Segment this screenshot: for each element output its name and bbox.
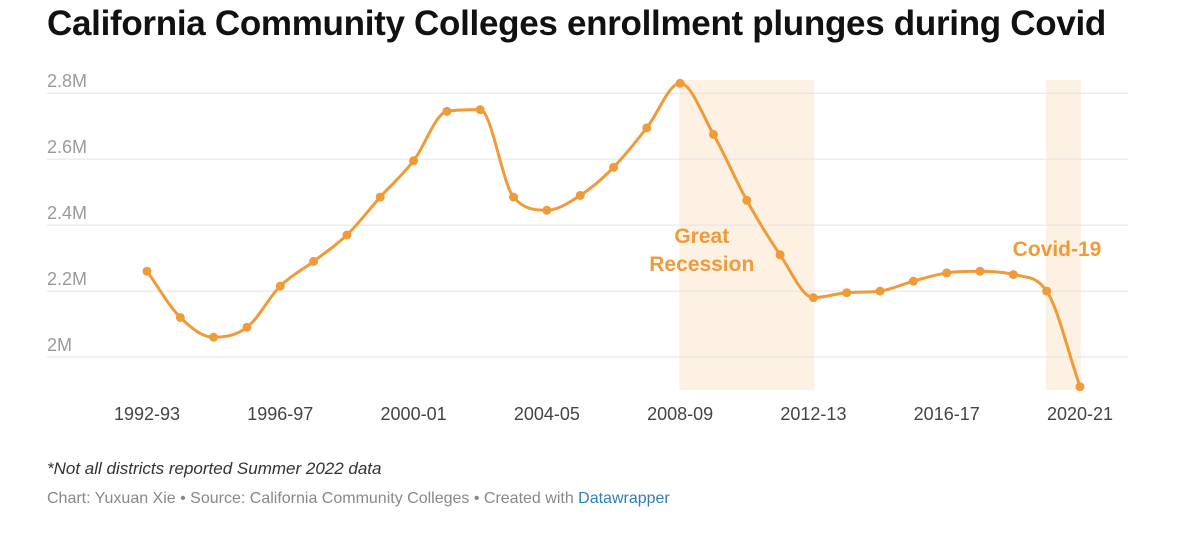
credit-text: Chart: Yuxuan Xie • Source: California C… bbox=[47, 490, 579, 507]
x-tick-label: 1996-97 bbox=[247, 404, 313, 424]
enrollment-series-line bbox=[145, 81, 1082, 389]
data-point bbox=[742, 195, 752, 205]
data-point bbox=[908, 276, 918, 286]
datawrapper-link[interactable]: Datawrapper bbox=[578, 490, 670, 507]
data-points bbox=[142, 78, 1085, 392]
chart-title: California Community Colleges enrollment… bbox=[47, 4, 1107, 43]
data-point bbox=[509, 192, 519, 202]
x-axis-ticks: 1992-93 1996-97 2000-01 2004-05 2008-09 2012-… bbox=[114, 404, 1113, 424]
credit-line: Chart: Yuxuan Xie • Source: California C… bbox=[47, 490, 670, 508]
data-point bbox=[842, 288, 852, 298]
y-tick-label: 2.8M bbox=[47, 71, 87, 91]
y-axis-ticks: 2.8M 2.6M 2.4M 2.2M 2M bbox=[47, 71, 87, 355]
data-point bbox=[142, 266, 152, 276]
annotation-label: Great bbox=[674, 225, 729, 248]
data-point bbox=[342, 230, 352, 240]
annotations: Great Recession Covid-19 bbox=[649, 225, 1101, 276]
y-tick-label: 2.6M bbox=[47, 137, 87, 157]
data-point bbox=[775, 250, 785, 260]
y-tick-label: 2.2M bbox=[47, 269, 87, 289]
annotation-label: Recession bbox=[649, 253, 754, 276]
data-point bbox=[575, 190, 585, 200]
highlight-bands bbox=[679, 80, 1081, 390]
annotation-label: Covid-19 bbox=[1013, 238, 1102, 261]
x-tick-label: 2000-01 bbox=[381, 404, 447, 424]
gridlines bbox=[47, 92, 1128, 358]
data-point bbox=[609, 162, 618, 172]
highlight-band-1 bbox=[1045, 80, 1081, 390]
highlight-band-0 bbox=[679, 80, 815, 390]
data-point bbox=[442, 106, 452, 116]
y-tick-label: 2.4M bbox=[47, 203, 87, 223]
data-point bbox=[1075, 382, 1085, 392]
data-point bbox=[175, 312, 185, 322]
data-point bbox=[975, 266, 985, 276]
data-point bbox=[1008, 270, 1018, 280]
data-point bbox=[209, 332, 219, 342]
data-point bbox=[808, 293, 818, 303]
enrollment-line-chart: 2.8M 2.6M 2.4M 2.2M 2M 1992-93 1996-97 2000-01… bbox=[47, 71, 1128, 424]
data-point bbox=[242, 322, 252, 332]
data-point bbox=[475, 105, 485, 115]
data-point bbox=[708, 129, 718, 139]
data-point bbox=[375, 192, 385, 202]
data-point bbox=[675, 78, 685, 88]
data-point bbox=[309, 256, 319, 266]
x-tick-label: 2008-09 bbox=[647, 404, 713, 424]
data-point bbox=[542, 205, 552, 215]
data-point bbox=[875, 286, 885, 296]
x-tick-label: 2012-13 bbox=[780, 404, 846, 424]
x-tick-label: 2016-17 bbox=[914, 404, 980, 424]
x-tick-label: 1992-93 bbox=[114, 404, 180, 424]
x-tick-label: 2020-21 bbox=[1047, 404, 1113, 424]
data-point bbox=[642, 123, 652, 133]
x-tick-label: 2004-05 bbox=[514, 404, 580, 424]
data-point bbox=[1042, 286, 1052, 296]
data-point bbox=[275, 281, 285, 291]
data-point bbox=[942, 268, 952, 278]
y-tick-label: 2M bbox=[47, 335, 72, 355]
data-point bbox=[409, 156, 419, 166]
footnote: *Not all districts reported Summer 2022 … bbox=[47, 459, 382, 478]
